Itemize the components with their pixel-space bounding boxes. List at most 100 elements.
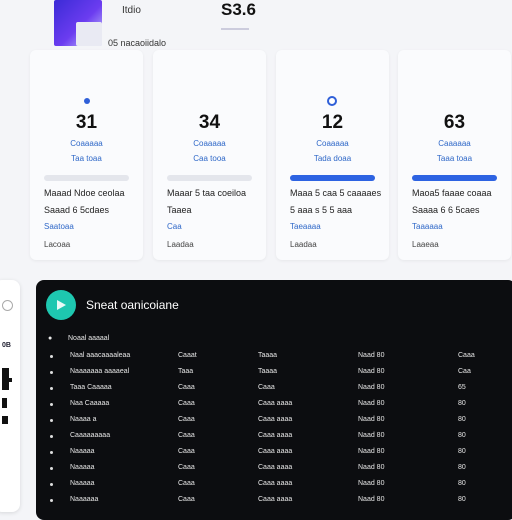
bullet-icon bbox=[50, 467, 53, 470]
card-footnote: Lacoaa bbox=[44, 240, 71, 249]
card-line: 5 aaa s 5 5 aaa bbox=[290, 205, 353, 215]
row-col-1: Caaa bbox=[178, 432, 195, 439]
row-name: Naaaaa bbox=[70, 480, 95, 487]
side-block bbox=[8, 378, 12, 382]
play-logo-icon[interactable] bbox=[46, 290, 76, 320]
side-block bbox=[2, 398, 7, 408]
card-link[interactable]: Saatoaa bbox=[44, 222, 74, 231]
row-name: Naaaa a bbox=[70, 416, 97, 423]
row-col-1: Taaa bbox=[178, 368, 194, 375]
header-divider bbox=[221, 28, 249, 30]
card-progress-bar bbox=[44, 175, 129, 181]
card-progress-bar bbox=[167, 175, 252, 181]
row-col-2: Caaa aaaa bbox=[258, 432, 293, 439]
row-col-3: Naad 80 bbox=[358, 448, 385, 455]
row-col-1: Caaa bbox=[178, 464, 195, 471]
card-footnote: Laadaa bbox=[167, 240, 194, 249]
table-row[interactable]: Naaaaaa Caaa Caaa aaaa Naad 80 80 bbox=[36, 495, 512, 511]
row-name: Caaaaaaaaa bbox=[70, 432, 111, 439]
dark-table-panel: Sneat oanicoiane ● Noaal aaaaal Naal aaa… bbox=[36, 280, 512, 520]
bullet-icon bbox=[50, 355, 53, 358]
card-line: Maaa 5 caa 5 caaaaes bbox=[290, 188, 382, 198]
card-line: Maoa5 faaae coaaa bbox=[412, 188, 492, 198]
card-progress-fill bbox=[290, 175, 375, 181]
row-col-4: 80 bbox=[458, 496, 466, 503]
side-block bbox=[2, 416, 8, 424]
table-row[interactable]: Naaaaa Caaa Caaa aaaa Naad 80 80 bbox=[36, 447, 512, 463]
row-col-3: Naad 80 bbox=[358, 480, 385, 487]
row-col-3: Naad 80 bbox=[358, 368, 385, 375]
side-code: 0B bbox=[2, 342, 11, 349]
row-col-2: Taaaa bbox=[258, 368, 278, 375]
row-col-1: Caaa bbox=[178, 480, 195, 487]
card-label: Coaaaaa bbox=[70, 139, 103, 148]
row-col-3: Naad 80 bbox=[358, 432, 385, 439]
card-progress-bar bbox=[412, 175, 497, 181]
bullet-icon bbox=[50, 451, 53, 454]
card-value: 34 bbox=[198, 112, 221, 133]
row-name: Naaaaaa bbox=[70, 496, 99, 503]
row-col-1: Caaa bbox=[178, 400, 195, 407]
row-name: Naa Caaaaa bbox=[70, 400, 110, 407]
header-subtitle: 05 nacaoiidalo bbox=[108, 38, 167, 48]
table-header-label: Noaal aaaaal bbox=[68, 335, 110, 342]
bullet-icon bbox=[50, 483, 53, 486]
table-row[interactable]: Naaaa a Caaa Caaa aaaa Naad 80 80 bbox=[36, 415, 512, 431]
row-name: Naaaaaaa aaaaeal bbox=[70, 368, 130, 375]
stat-card-1[interactable]: 31 Coaaaaa Taa toaa Maaad Ndoe ceolaa Sa… bbox=[30, 50, 143, 260]
row-col-3: Naad 80 bbox=[358, 352, 385, 359]
card-line: Taaea bbox=[167, 205, 192, 215]
camera-icon bbox=[2, 300, 13, 311]
row-col-4: 80 bbox=[458, 432, 466, 439]
card-footnote: Laaeaa bbox=[412, 240, 439, 249]
panel-title: Sneat oanicoiane bbox=[86, 298, 179, 312]
table-row[interactable]: Naaaaa Caaa Caaa aaaa Naad 80 80 bbox=[36, 463, 512, 479]
bullet-icon bbox=[50, 435, 53, 438]
row-col-4: 80 bbox=[458, 400, 466, 407]
side-block bbox=[2, 368, 9, 390]
row-col-2: Caaa aaaa bbox=[258, 496, 293, 503]
stat-card-2[interactable]: 34 Coaaaaa Caa tooa Maaar 5 taa coeiloa … bbox=[153, 50, 266, 260]
row-name: Naaaaa bbox=[70, 464, 95, 471]
row-col-1: Caaa bbox=[178, 448, 195, 455]
card-link[interactable]: Taaaaaa bbox=[412, 222, 443, 231]
card-link[interactable]: Caa bbox=[167, 222, 182, 231]
row-col-2: Caaa bbox=[258, 384, 275, 391]
status-ring-icon bbox=[327, 96, 337, 106]
stat-card-4[interactable]: 63 Caaaaaa Taaa toaa Maoa5 faaae coaaa S… bbox=[398, 50, 511, 260]
row-col-3: Naad 80 bbox=[358, 416, 385, 423]
play-icon bbox=[57, 300, 66, 310]
table-row[interactable]: Caaaaaaaaa Caaa Caaa aaaa Naad 80 80 bbox=[36, 431, 512, 447]
bullet-icon bbox=[50, 419, 53, 422]
card-label: Caaaaaa bbox=[438, 139, 471, 148]
row-col-2: Caaa aaaa bbox=[258, 400, 293, 407]
row-col-3: Naad 80 bbox=[358, 400, 385, 407]
row-col-2: Taaaa bbox=[258, 352, 278, 359]
row-col-4: 80 bbox=[458, 464, 466, 471]
table-row[interactable]: Taaa Caaaaa Caaa Caaa Naad 80 65 bbox=[36, 383, 512, 399]
row-name: Taaa Caaaaa bbox=[70, 384, 112, 391]
table-row[interactable]: Naal aaacaaaaleaa Caaat Taaaa Naad 80 Caaa bbox=[36, 351, 512, 367]
table-row[interactable]: Naaaaaaa aaaaeal Taaa Taaaa Naad 80 Caa bbox=[36, 367, 512, 383]
card-line: Maaad Ndoe ceolaa bbox=[44, 188, 125, 198]
card-value: 31 bbox=[75, 112, 98, 133]
row-col-4: Caa bbox=[458, 368, 471, 375]
card-sublabel: Taa toaa bbox=[71, 154, 102, 163]
card-sublabel: Caa tooa bbox=[193, 154, 226, 163]
card-progress-bar bbox=[290, 175, 375, 181]
card-line: Saaad 6 5cdaes bbox=[44, 205, 110, 215]
card-line: Maaar 5 taa coeiloa bbox=[167, 188, 247, 198]
table-row[interactable]: Naaaaa Caaa Caaa aaaa Naad 80 80 bbox=[36, 479, 512, 495]
table-header: ● Noaal aaaaal bbox=[48, 335, 109, 342]
side-device-panel[interactable]: 0B bbox=[0, 280, 20, 512]
row-col-1: Caaa bbox=[178, 416, 195, 423]
row-col-4: 80 bbox=[458, 416, 466, 423]
stat-card-3[interactable]: 12 Coaaaaa Tada doaa Maaa 5 caa 5 caaaae… bbox=[276, 50, 389, 260]
card-label: Coaaaaa bbox=[193, 139, 226, 148]
table-row[interactable]: Naa Caaaaa Caaa Caaa aaaa Naad 80 80 bbox=[36, 399, 512, 415]
row-name: Naaaaa bbox=[70, 448, 95, 455]
header-value: S3.6 bbox=[221, 0, 256, 19]
row-name: Naal aaacaaaaleaa bbox=[70, 352, 131, 359]
header-title: Itdio bbox=[122, 5, 141, 16]
card-link[interactable]: Taeaaaa bbox=[290, 222, 321, 231]
